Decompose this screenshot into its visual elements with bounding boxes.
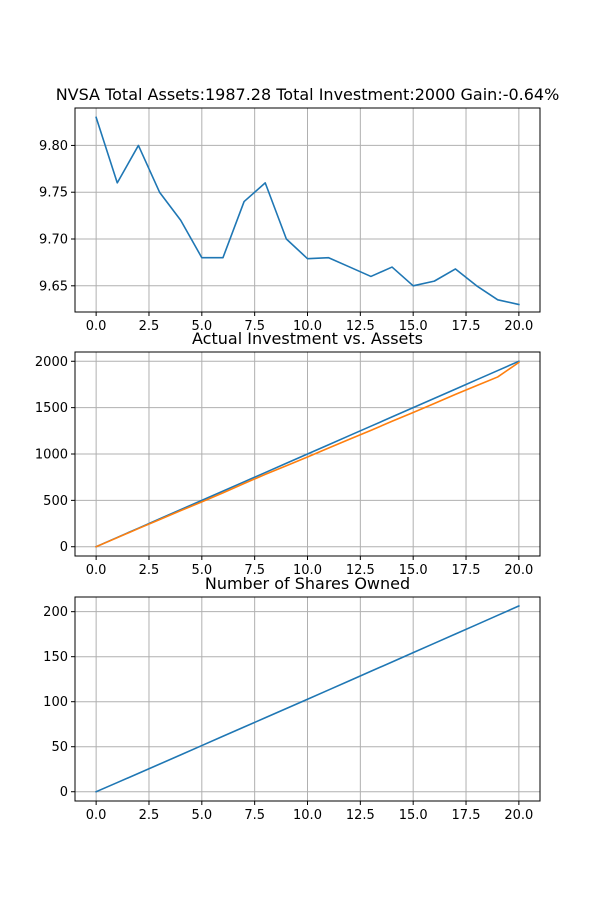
assets-price-x-tick-label-5: 12.5 bbox=[346, 319, 375, 334]
investment-vs-assets-y-tick-label-3: 1500 bbox=[35, 401, 68, 416]
assets-price-x-tick-label-0: 0.0 bbox=[86, 319, 107, 334]
investment-vs-assets-title: Actual Investment vs. Assets bbox=[192, 329, 423, 348]
investment-vs-assets-y-tick-label-0: 0 bbox=[60, 540, 68, 555]
shares-owned-y-tick-label-1: 50 bbox=[51, 740, 68, 755]
shares-owned-title: Number of Shares Owned bbox=[205, 574, 410, 593]
assets-price-series-line-0 bbox=[95, 116, 520, 306]
investment-vs-assets-x-tick-label-8: 20.0 bbox=[504, 563, 533, 578]
investment-vs-assets-x-tick-label-2: 5.0 bbox=[191, 563, 212, 578]
assets-price-panel: 0.0 2.5 5.0 7.5 10.0 12.5 15.0 17.5 20.0 9.65 9.70… bbox=[39, 85, 559, 334]
investment-vs-assets-x-tick-label-4: 10.0 bbox=[293, 563, 322, 578]
assets-price-y-tick-label-1: 9.70 bbox=[39, 233, 68, 248]
shares-owned-y-tick-label-2: 100 bbox=[43, 695, 68, 710]
investment-vs-assets-x-tick-label-0: 0.0 bbox=[86, 563, 107, 578]
assets-price-y-tick-label-3: 9.80 bbox=[39, 139, 68, 154]
shares-owned-x-tick-label-6: 15.0 bbox=[399, 808, 428, 823]
assets-price-x-tick-label-1: 2.5 bbox=[139, 319, 160, 334]
assets-price-x-tick-label-6: 15.0 bbox=[399, 319, 428, 334]
investment-vs-assets-x-tick-label-6: 15.0 bbox=[399, 563, 428, 578]
investment-vs-assets-x-tick-label-5: 12.5 bbox=[346, 563, 375, 578]
investment-vs-assets-x-tick-label-1: 2.5 bbox=[139, 563, 160, 578]
investment-vs-assets-x-tick-label-3: 7.5 bbox=[244, 563, 265, 578]
shares-owned-x-tick-label-0: 0.0 bbox=[86, 808, 107, 823]
investment-vs-assets-panel: 0.0 2.5 5.0 7.5 10.0 12.5 15.0 17.5 20.0 0 500 1000… bbox=[35, 329, 541, 578]
assets-price-x-tick-label-2: 5.0 bbox=[191, 319, 212, 334]
investment-vs-assets-y-tick-label-1: 500 bbox=[43, 494, 68, 509]
shares-owned-y-tick-label-0: 0 bbox=[60, 785, 68, 800]
investment-vs-assets-series-line-1 bbox=[95, 361, 520, 548]
shares-owned-x-tick-label-4: 10.0 bbox=[293, 808, 322, 823]
investment-vs-assets-y-tick-label-4: 2000 bbox=[35, 355, 68, 370]
investment-vs-assets-x-tick-label-7: 17.5 bbox=[452, 563, 481, 578]
investment-vs-assets-y-tick-label-2: 1000 bbox=[35, 448, 68, 463]
shares-owned-y-tick-label-4: 200 bbox=[43, 605, 68, 620]
shares-owned-x-tick-label-5: 12.5 bbox=[346, 808, 375, 823]
assets-price-y-tick-label-2: 9.75 bbox=[39, 186, 68, 201]
shares-owned-x-tick-label-1: 2.5 bbox=[139, 808, 160, 823]
shares-owned-x-tick-label-2: 5.0 bbox=[191, 808, 212, 823]
assets-price-x-tick-label-3: 7.5 bbox=[244, 319, 265, 334]
assets-price-x-tick-label-8: 20.0 bbox=[504, 319, 533, 334]
shares-owned-x-tick-label-8: 20.0 bbox=[504, 808, 533, 823]
assets-price-title: NVSA Total Assets:1987.28 Total Investme… bbox=[56, 85, 560, 104]
shares-owned-y-tick-label-3: 150 bbox=[43, 650, 68, 665]
assets-price-x-tick-label-4: 10.0 bbox=[293, 319, 322, 334]
shares-owned-x-tick-label-7: 17.5 bbox=[452, 808, 481, 823]
assets-price-y-tick-label-0: 9.65 bbox=[39, 279, 68, 294]
shares-owned-series-line-0 bbox=[95, 604, 520, 793]
assets-price-x-tick-label-7: 17.5 bbox=[452, 319, 481, 334]
shares-owned-panel: 0.0 2.5 5.0 7.5 10.0 12.5 15.0 17.5 20.0 0 50 100 15… bbox=[43, 574, 541, 823]
shares-owned-x-tick-label-3: 7.5 bbox=[244, 808, 265, 823]
